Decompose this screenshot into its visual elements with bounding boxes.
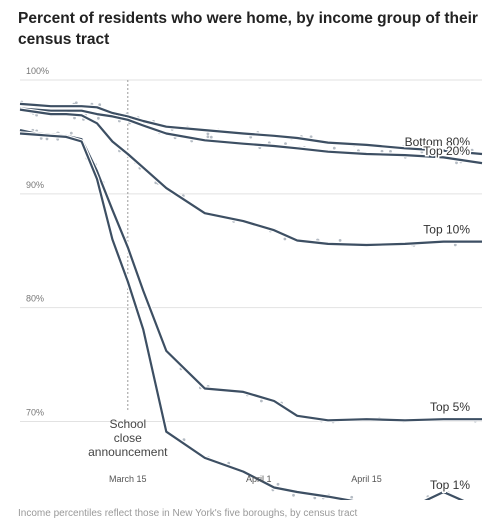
y-tick-label: 90% xyxy=(26,180,44,190)
data-dot xyxy=(69,131,73,135)
x-tick-label: April 15 xyxy=(351,474,382,484)
data-dot xyxy=(182,438,186,442)
data-dot xyxy=(332,146,336,150)
series-line xyxy=(19,129,482,422)
data-dot xyxy=(98,103,102,107)
series-labels: Bottom 80%Top 20% Top 10% Top 5% Top 1% xyxy=(403,134,472,494)
data-dot xyxy=(206,135,210,139)
x-tick-label: March 15 xyxy=(109,474,147,484)
x-axis-labels: March 15 April 1 April 15 xyxy=(109,474,382,484)
x-tick-label: April 1 xyxy=(246,474,272,484)
y-tick-label: 70% xyxy=(26,407,44,417)
y-tick-label: 100% xyxy=(26,66,49,76)
gridlines xyxy=(20,79,482,422)
source-note: Income percentiles reflect those in New … xyxy=(18,508,358,519)
annotation-text: School xyxy=(109,417,146,431)
series-lines xyxy=(19,101,483,500)
data-dot xyxy=(97,116,100,120)
annotation-text: close xyxy=(114,431,142,445)
data-dot xyxy=(350,495,354,499)
data-dot xyxy=(380,149,384,153)
data-dot xyxy=(284,142,287,146)
data-dot xyxy=(206,132,210,136)
data-dot xyxy=(45,137,49,141)
series-label: Bottom 80% xyxy=(405,135,471,149)
y-axis-labels: 100% 90% 80% 70% xyxy=(26,66,49,417)
series-line xyxy=(19,132,465,500)
series-label: Top 5% xyxy=(430,400,470,414)
data-dot xyxy=(313,496,317,500)
line-chart: 100% 90% 80% 70% Bottom 80%Top 20% Top 10% To… xyxy=(19,66,483,500)
data-dot xyxy=(455,161,458,165)
series-label: Top 20% xyxy=(423,144,470,158)
annotation-text: announcement xyxy=(88,445,168,459)
series-line xyxy=(19,108,482,247)
data-dot xyxy=(74,101,78,105)
data-dot xyxy=(276,482,280,486)
chart-title: Percent of residents who were home, by i… xyxy=(18,10,478,48)
data-dot xyxy=(389,150,392,153)
series-halo xyxy=(19,127,482,423)
data-dot xyxy=(39,137,43,140)
data-dot xyxy=(73,116,76,120)
data-dot xyxy=(309,135,313,139)
data-dot xyxy=(260,399,263,403)
data-dot xyxy=(292,493,295,497)
data-dot xyxy=(338,239,342,242)
series-label: Top 1% xyxy=(430,478,470,492)
data-dot xyxy=(453,243,457,247)
series-line xyxy=(19,102,483,156)
data-dot xyxy=(249,135,253,139)
series-halo xyxy=(19,107,482,248)
series-label: Top 10% xyxy=(423,223,470,237)
y-tick-label: 80% xyxy=(26,294,44,304)
series-line xyxy=(19,107,483,165)
data-dot xyxy=(283,237,287,241)
data-dot xyxy=(209,135,213,139)
